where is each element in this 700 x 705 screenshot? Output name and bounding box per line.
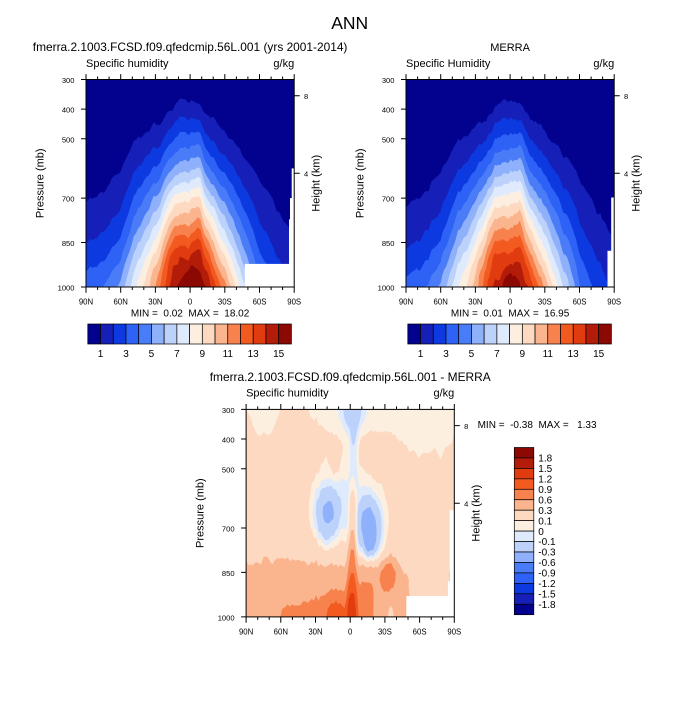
svg-text:Pressure (mb): Pressure (mb) bbox=[355, 148, 367, 218]
svg-text:MIN = 0.01 MAX = 16.95: MIN = 0.01 MAX = 16.95 bbox=[451, 308, 570, 319]
svg-text:400: 400 bbox=[62, 106, 75, 115]
svg-text:30N: 30N bbox=[148, 298, 162, 307]
svg-text:0.6: 0.6 bbox=[538, 495, 552, 506]
svg-text:9: 9 bbox=[520, 349, 526, 360]
svg-text:30S: 30S bbox=[538, 298, 552, 307]
svg-text:400: 400 bbox=[222, 436, 235, 445]
svg-text:60S: 60S bbox=[413, 628, 427, 637]
svg-text:4: 4 bbox=[304, 170, 308, 179]
svg-text:60S: 60S bbox=[253, 298, 267, 307]
svg-text:0: 0 bbox=[188, 298, 193, 307]
svg-text:90N: 90N bbox=[79, 298, 93, 307]
svg-text:5: 5 bbox=[149, 349, 155, 360]
svg-text:11: 11 bbox=[543, 349, 554, 360]
svg-text:1.5: 1.5 bbox=[538, 464, 552, 475]
svg-text:13: 13 bbox=[248, 349, 260, 360]
svg-text:Specific Humidity: Specific Humidity bbox=[406, 58, 491, 70]
svg-text:MIN = -0.38 MAX = 1.33: MIN = -0.38 MAX = 1.33 bbox=[478, 420, 597, 431]
svg-text:1.8: 1.8 bbox=[538, 454, 552, 465]
svg-text:8: 8 bbox=[624, 92, 628, 101]
svg-text:Specific humidity: Specific humidity bbox=[86, 58, 169, 70]
svg-text:0: 0 bbox=[538, 527, 544, 538]
svg-text:8: 8 bbox=[464, 422, 468, 431]
svg-text:Height (km): Height (km) bbox=[310, 155, 322, 212]
svg-text:g/kg: g/kg bbox=[434, 388, 455, 400]
svg-text:90N: 90N bbox=[239, 628, 253, 637]
svg-text:11: 11 bbox=[223, 349, 234, 360]
svg-text:850: 850 bbox=[222, 569, 235, 578]
svg-text:ANN: ANN bbox=[331, 13, 368, 33]
svg-text:1000: 1000 bbox=[378, 284, 395, 293]
svg-text:Pressure (mb): Pressure (mb) bbox=[35, 148, 47, 218]
svg-text:-0.9: -0.9 bbox=[538, 569, 556, 580]
svg-text:500: 500 bbox=[62, 135, 75, 144]
svg-text:90S: 90S bbox=[607, 298, 621, 307]
svg-text:-1.5: -1.5 bbox=[538, 590, 556, 601]
svg-text:Pressure (mb): Pressure (mb) bbox=[195, 478, 207, 548]
svg-text:Specific humidity: Specific humidity bbox=[246, 388, 329, 400]
svg-text:90S: 90S bbox=[287, 298, 301, 307]
svg-text:60N: 60N bbox=[114, 298, 128, 307]
svg-text:60N: 60N bbox=[274, 628, 288, 637]
svg-text:fmerra.2.1003.FCSD.f09.qfedcmi: fmerra.2.1003.FCSD.f09.qfedcmip.56L.001 … bbox=[210, 370, 491, 384]
svg-text:30N: 30N bbox=[308, 628, 322, 637]
svg-text:500: 500 bbox=[222, 465, 235, 474]
svg-text:850: 850 bbox=[382, 239, 395, 248]
svg-text:8: 8 bbox=[304, 92, 308, 101]
svg-text:60S: 60S bbox=[573, 298, 587, 307]
svg-text:1.2: 1.2 bbox=[538, 475, 552, 486]
svg-text:0.1: 0.1 bbox=[538, 516, 552, 527]
svg-text:0: 0 bbox=[348, 628, 353, 637]
svg-text:1000: 1000 bbox=[218, 614, 235, 623]
svg-text:30S: 30S bbox=[218, 298, 232, 307]
svg-text:90S: 90S bbox=[447, 628, 461, 637]
svg-text:4: 4 bbox=[464, 499, 468, 508]
svg-text:3: 3 bbox=[443, 349, 449, 360]
svg-text:5: 5 bbox=[469, 349, 475, 360]
svg-text:300: 300 bbox=[382, 76, 395, 85]
svg-text:30S: 30S bbox=[378, 628, 392, 637]
svg-text:850: 850 bbox=[62, 239, 75, 248]
svg-text:0.3: 0.3 bbox=[538, 506, 552, 517]
svg-text:MIN = 0.02 MAX = 18.02: MIN = 0.02 MAX = 18.02 bbox=[131, 308, 250, 319]
svg-text:-0.3: -0.3 bbox=[538, 548, 556, 559]
svg-text:3: 3 bbox=[123, 349, 129, 360]
svg-text:90N: 90N bbox=[399, 298, 413, 307]
svg-text:300: 300 bbox=[62, 76, 75, 85]
svg-text:1: 1 bbox=[98, 349, 104, 360]
svg-text:9: 9 bbox=[200, 349, 206, 360]
svg-text:60N: 60N bbox=[434, 298, 448, 307]
svg-text:0: 0 bbox=[508, 298, 513, 307]
svg-text:400: 400 bbox=[382, 106, 395, 115]
svg-text:700: 700 bbox=[62, 195, 75, 204]
svg-text:300: 300 bbox=[222, 406, 235, 415]
svg-text:1: 1 bbox=[418, 349, 424, 360]
svg-text:15: 15 bbox=[593, 349, 605, 360]
svg-text:g/kg: g/kg bbox=[273, 58, 294, 70]
svg-text:1000: 1000 bbox=[58, 284, 75, 293]
svg-text:4: 4 bbox=[624, 170, 628, 179]
svg-text:-0.6: -0.6 bbox=[538, 558, 556, 569]
svg-text:-0.1: -0.1 bbox=[538, 537, 556, 548]
svg-text:700: 700 bbox=[382, 195, 395, 204]
svg-text:7: 7 bbox=[494, 349, 500, 360]
svg-text:0.9: 0.9 bbox=[538, 485, 552, 496]
svg-text:Height (km): Height (km) bbox=[470, 485, 482, 542]
svg-text:500: 500 bbox=[382, 135, 395, 144]
svg-text:g/kg: g/kg bbox=[593, 58, 614, 70]
svg-text:MERRA: MERRA bbox=[490, 42, 530, 54]
svg-text:fmerra.2.1003.FCSD.f09.qfedcmi: fmerra.2.1003.FCSD.f09.qfedcmip.56L.001 … bbox=[33, 40, 348, 54]
svg-text:15: 15 bbox=[273, 349, 285, 360]
svg-text:Height (km): Height (km) bbox=[630, 155, 642, 212]
svg-text:700: 700 bbox=[222, 525, 235, 534]
svg-text:-1.8: -1.8 bbox=[538, 600, 556, 611]
svg-text:30N: 30N bbox=[468, 298, 482, 307]
svg-text:-1.2: -1.2 bbox=[538, 579, 556, 590]
svg-text:13: 13 bbox=[568, 349, 580, 360]
svg-text:7: 7 bbox=[174, 349, 180, 360]
